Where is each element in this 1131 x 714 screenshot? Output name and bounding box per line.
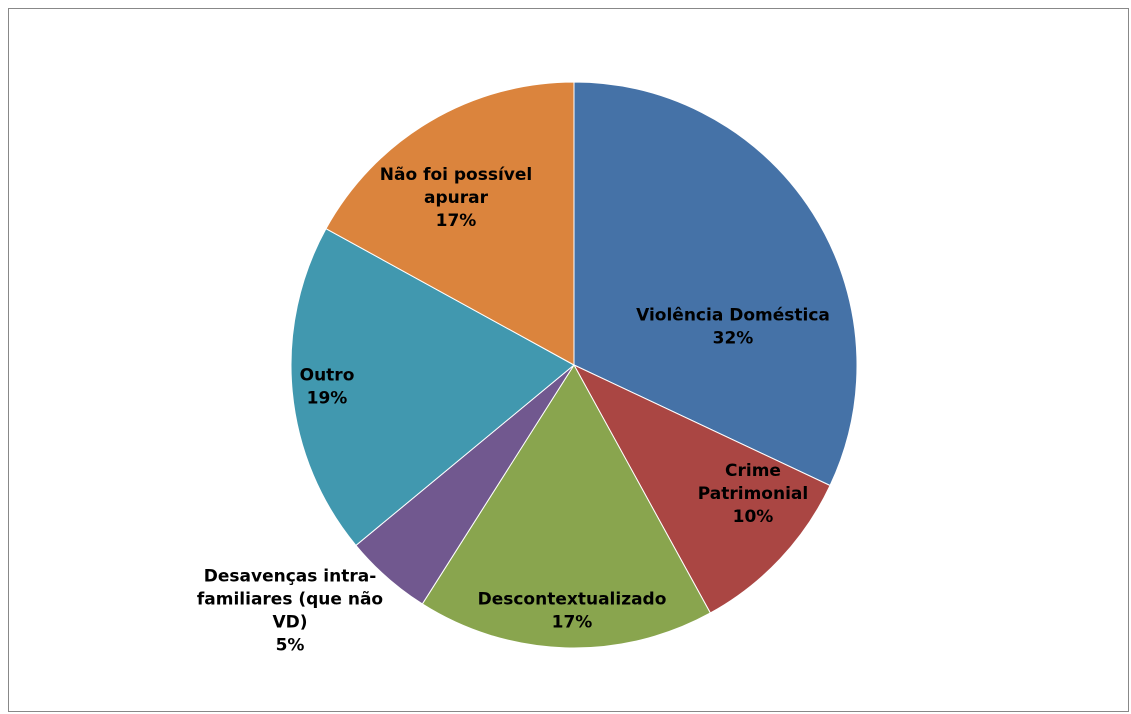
- slice-percent-label: 17%: [552, 613, 593, 633]
- pie-slice: [421, 364, 712, 649]
- slice-percent-label: 32%: [713, 329, 754, 349]
- slice-label: VD): [272, 613, 307, 633]
- slice-label: Violência Doméstica: [636, 306, 830, 326]
- slice-label: apurar: [424, 188, 489, 208]
- slice-label: Desavenças intra-: [204, 567, 377, 587]
- pie-slice: [572, 363, 831, 614]
- slice-percent-label: 5%: [276, 636, 305, 656]
- pie-slice: [325, 81, 575, 366]
- slice-label: Descontextualizado: [478, 590, 667, 610]
- slice-percent-label: 17%: [436, 211, 477, 231]
- slice-label: Crime: [725, 461, 781, 481]
- slice-percent-label: 10%: [733, 507, 774, 527]
- slice-label: Patrimonial: [698, 484, 808, 504]
- slice-label: Outro: [300, 366, 355, 386]
- pie-slice: [290, 227, 575, 547]
- slice-label: familiares (que não: [197, 590, 383, 610]
- pie-slice: [573, 81, 858, 487]
- slice-percent-label: 19%: [307, 389, 348, 409]
- slice-label: Não foi possível: [380, 165, 532, 185]
